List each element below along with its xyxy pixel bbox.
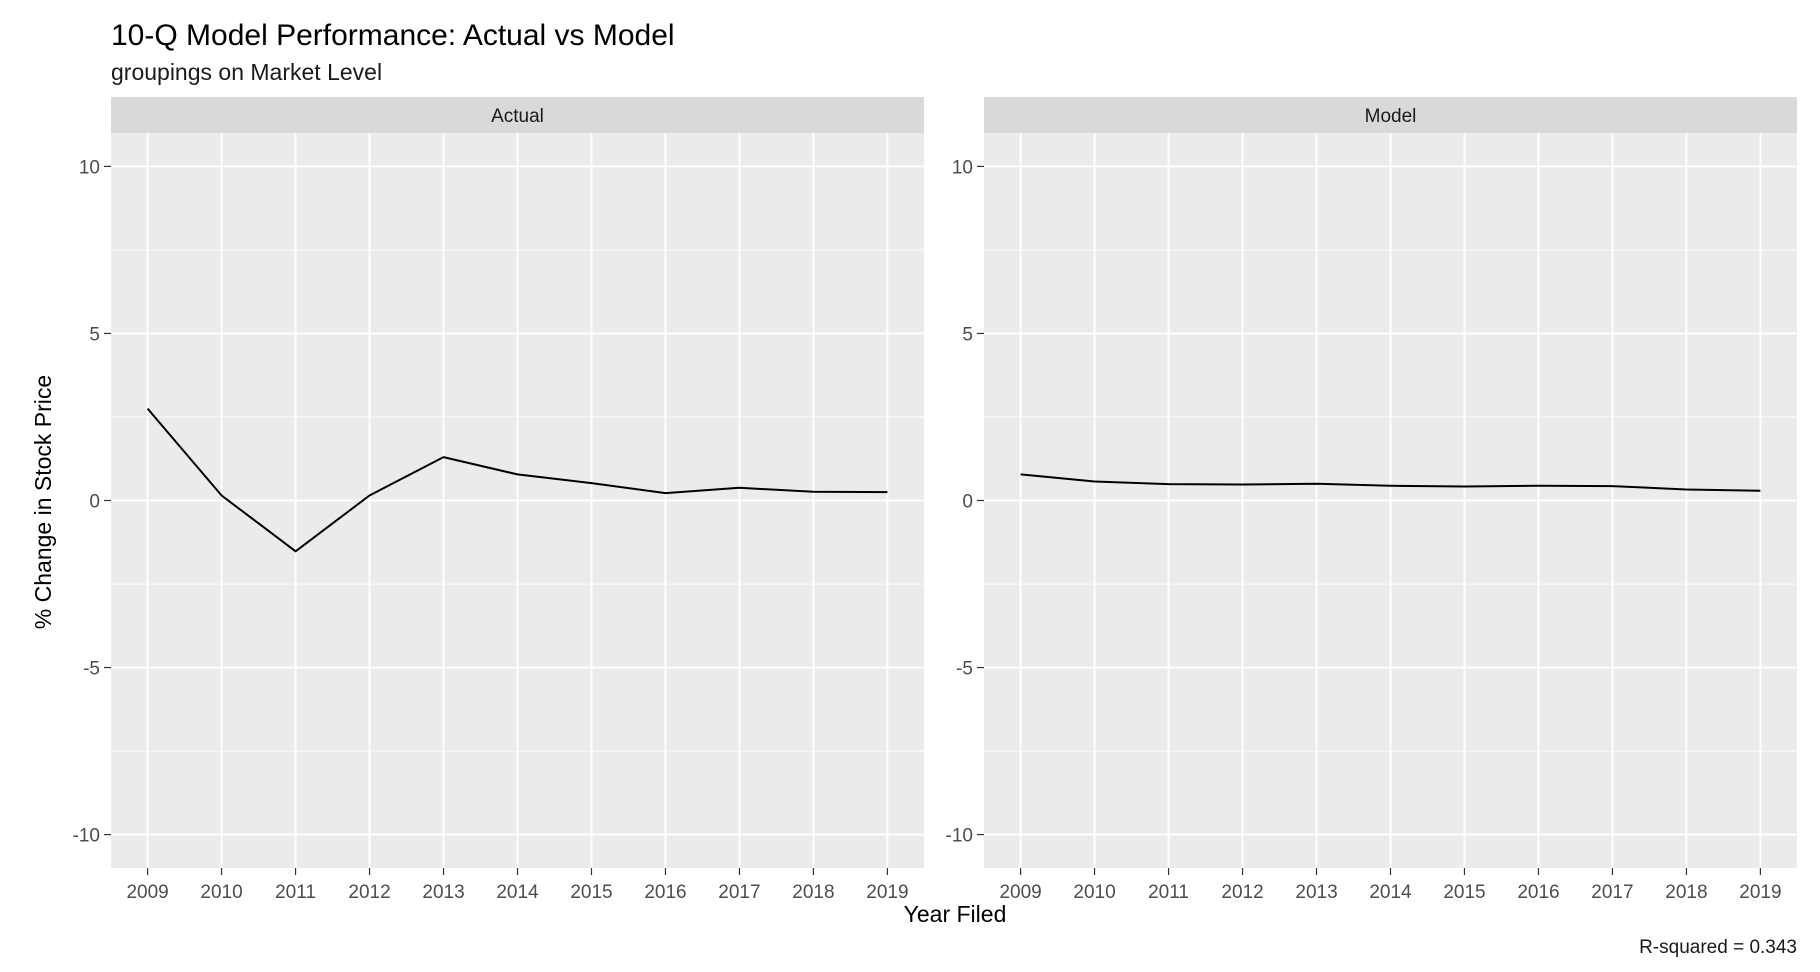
x-tick-label: 2015 <box>570 882 612 903</box>
y-tick-label: 5 <box>962 324 973 345</box>
facet-strip <box>111 97 924 133</box>
x-tick-label: 2019 <box>1739 882 1781 903</box>
y-axis-title: % Change in Stock Price <box>30 375 56 629</box>
x-tick-label: 2018 <box>1665 882 1707 903</box>
y-tick-label: -5 <box>83 659 100 680</box>
x-axis-title: Year Filed <box>904 901 1007 927</box>
y-tick-label: 0 <box>962 492 973 513</box>
facet-strip-label: Model <box>1365 106 1417 127</box>
x-tick-label: 2013 <box>1295 882 1337 903</box>
x-tick-label: 2017 <box>718 882 760 903</box>
x-tick-label: 2009 <box>999 882 1041 903</box>
x-tick-label: 2010 <box>200 882 242 903</box>
facet-strip-label: Actual <box>491 106 544 127</box>
y-tick-label: 0 <box>89 492 100 513</box>
x-tick-label: 2013 <box>422 882 464 903</box>
x-tick-label: 2012 <box>1221 882 1263 903</box>
facet-panel-model: Model -10 -5 0 5 10 2009 2010 2011 2012 2013 2014 20… <box>946 97 1797 903</box>
x-tick-label: 2016 <box>1517 882 1559 903</box>
x-tick-label: 2009 <box>126 882 168 903</box>
facet-strip <box>984 97 1797 133</box>
series-line-model <box>1020 473 1761 492</box>
x-tick-label: 2014 <box>1369 882 1412 903</box>
x-tick-label: 2014 <box>496 882 539 903</box>
y-tick-label: 5 <box>89 324 100 345</box>
x-tick-label: 2016 <box>644 882 686 903</box>
x-tick-label: 2010 <box>1073 882 1115 903</box>
facet-panels: Actual -10 -5 0 5 10 2009 2010 2011 2012 2013 2014 2… <box>73 97 1797 903</box>
y-tick-label: -10 <box>946 826 973 847</box>
facet-panel-actual: Actual -10 -5 0 5 10 2009 2010 2011 2012 2013 2014 2… <box>73 97 924 903</box>
x-tick-label: 2019 <box>866 882 908 903</box>
caption-r-squared: R-squared = 0.343 <box>1639 937 1797 958</box>
y-tick-label: 10 <box>79 157 100 178</box>
x-tick-label: 2017 <box>1591 882 1633 903</box>
x-tick-label: 2015 <box>1443 882 1485 903</box>
y-tick-label: 10 <box>952 157 973 178</box>
x-tick-label: 2018 <box>792 882 834 903</box>
y-tick-label: -5 <box>956 659 973 680</box>
chart-subtitle: groupings on Market Level <box>111 59 382 85</box>
x-tick-label: 2011 <box>1148 882 1189 903</box>
x-tick-label: 2012 <box>348 882 390 903</box>
y-tick-label: -10 <box>73 826 100 847</box>
chart-title: 10-Q Model Performance: Actual vs Model <box>111 19 675 52</box>
x-tick-label: 2011 <box>275 882 316 903</box>
series-line-actual <box>146 407 888 553</box>
